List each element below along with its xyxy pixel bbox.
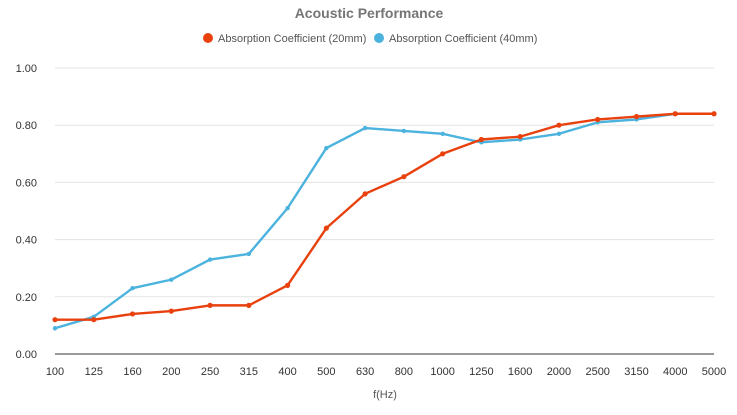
x-tick-label: 125 xyxy=(85,366,103,378)
x-tick-label: 3150 xyxy=(624,366,648,378)
x-tick-label: 2500 xyxy=(585,366,609,378)
x-axis-label: f(Hz) xyxy=(373,389,397,401)
gridlines xyxy=(55,67,714,298)
data-point xyxy=(401,174,407,180)
data-point xyxy=(633,114,640,120)
data-point xyxy=(362,125,368,131)
data-point xyxy=(672,111,678,117)
legend-label-20mm: Absorption Coefficient (20mm) xyxy=(218,33,366,45)
data-point xyxy=(440,131,445,136)
x-tick-label: 1600 xyxy=(508,366,532,378)
x-tick-label: 160 xyxy=(123,366,141,378)
x-tick-label: 315 xyxy=(240,366,258,378)
data-point xyxy=(440,151,446,157)
x-tick-label: 100 xyxy=(46,366,64,378)
legend-marker-40mm xyxy=(374,33,384,43)
data-point xyxy=(52,317,58,323)
data-point xyxy=(711,111,717,117)
x-tick-label: 630 xyxy=(356,366,374,378)
x-tick-label: 200 xyxy=(162,366,180,378)
data-point xyxy=(168,308,174,314)
y-tick-label: 1.00 xyxy=(16,63,37,75)
y-tick-label: 0.20 xyxy=(16,292,37,304)
series-20mm xyxy=(52,111,717,323)
series-line xyxy=(53,112,716,321)
y-tick-label: 0.40 xyxy=(16,235,37,247)
x-tick-label: 2000 xyxy=(547,366,571,378)
data-point xyxy=(284,282,291,288)
x-tick-label: 5000 xyxy=(702,366,726,378)
data-point xyxy=(52,326,58,331)
data-point xyxy=(595,116,601,123)
x-tick-label: 400 xyxy=(278,366,296,378)
x-tick-label: 1250 xyxy=(469,366,493,378)
x-tick-label: 4000 xyxy=(663,366,687,378)
series-line xyxy=(53,112,716,330)
data-point xyxy=(556,122,562,128)
x-tick-label: 250 xyxy=(201,366,219,378)
data-point xyxy=(401,128,407,134)
x-tick-label: 800 xyxy=(395,366,413,378)
y-tick-label: 0.00 xyxy=(16,349,37,361)
series-40mm xyxy=(52,111,717,331)
data-point xyxy=(323,225,329,231)
data-point xyxy=(362,191,368,197)
x-axis-ticks: 100 125 160 200 250 315 400 500 630 800 1000 1250 16… xyxy=(46,366,726,378)
data-point xyxy=(129,311,136,317)
data-point xyxy=(130,286,135,291)
data-point xyxy=(285,205,290,211)
data-point xyxy=(556,131,562,136)
legend-label-40mm: Absorption Coefficient (40mm) xyxy=(389,33,537,45)
data-point xyxy=(246,251,252,257)
x-tick-label: 500 xyxy=(317,366,335,378)
data-point xyxy=(246,302,252,308)
y-tick-label: 0.80 xyxy=(16,120,37,132)
data-point xyxy=(169,277,174,282)
legend-marker-20mm xyxy=(203,33,213,43)
data-point xyxy=(478,136,485,143)
chart-title: Acoustic Performance xyxy=(295,5,444,21)
data-point xyxy=(207,302,213,308)
x-tick-label: 1000 xyxy=(430,366,454,378)
data-point xyxy=(91,317,97,323)
data-point xyxy=(207,257,213,262)
y-tick-label: 0.60 xyxy=(16,177,37,189)
data-point xyxy=(517,134,523,140)
data-point xyxy=(324,145,329,151)
series-layer xyxy=(52,111,717,331)
y-axis-ticks: 0.00 0.20 0.40 0.60 0.80 1.00 xyxy=(16,63,37,361)
legend: Absorption Coefficient (20mm) Absorption… xyxy=(203,33,537,45)
